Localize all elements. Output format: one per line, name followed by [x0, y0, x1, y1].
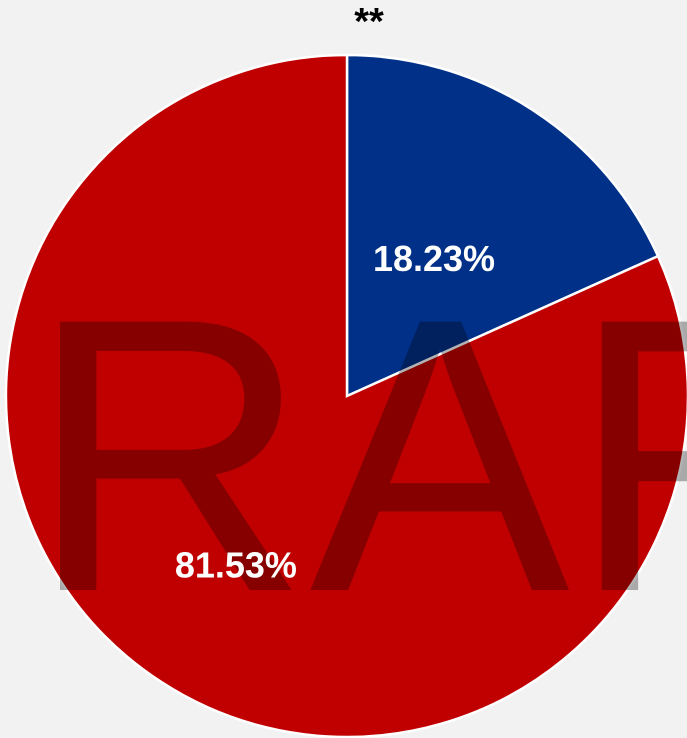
pie-slice-1 — [345, 53, 660, 398]
slice-label-2: 81.53% — [175, 544, 297, 585]
watermark-text: RAF — [28, 237, 687, 673]
slices-layer — [4, 53, 687, 738]
pie-slice-2 — [4, 53, 687, 738]
significance-annotation: ** — [354, 1, 384, 43]
labels-layer: 18.23% 81.53% — [175, 238, 495, 585]
slice-label-1: 18.23% — [373, 238, 495, 279]
